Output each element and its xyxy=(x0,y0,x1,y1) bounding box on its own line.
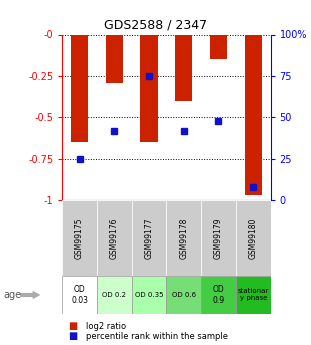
Bar xyxy=(175,34,193,101)
Text: stationar
y phase: stationar y phase xyxy=(238,288,269,302)
Text: OD
0.9: OD 0.9 xyxy=(212,285,225,305)
Text: OD
0.03: OD 0.03 xyxy=(71,285,88,305)
Bar xyxy=(62,200,97,276)
Text: log2 ratio: log2 ratio xyxy=(86,322,126,331)
Bar xyxy=(236,276,271,314)
Bar xyxy=(166,276,201,314)
Text: OD 0.6: OD 0.6 xyxy=(172,292,196,298)
Text: GSM99176: GSM99176 xyxy=(110,217,119,259)
Bar xyxy=(106,34,123,82)
Bar xyxy=(97,200,132,276)
Bar xyxy=(210,34,227,59)
Text: OD 0.2: OD 0.2 xyxy=(102,292,126,298)
Text: GDS2588 / 2347: GDS2588 / 2347 xyxy=(104,19,207,32)
Text: age: age xyxy=(3,290,21,300)
Text: GSM99175: GSM99175 xyxy=(75,217,84,259)
Bar xyxy=(71,34,88,142)
Bar xyxy=(201,200,236,276)
Text: GSM99177: GSM99177 xyxy=(145,217,154,259)
Bar xyxy=(236,200,271,276)
Bar xyxy=(166,200,201,276)
Text: OD 0.35: OD 0.35 xyxy=(135,292,163,298)
Bar xyxy=(140,34,158,142)
Bar xyxy=(201,276,236,314)
Bar xyxy=(97,276,132,314)
Text: ■: ■ xyxy=(68,321,78,331)
Text: GSM99179: GSM99179 xyxy=(214,217,223,259)
Bar xyxy=(132,276,166,314)
Bar xyxy=(62,276,97,314)
Bar xyxy=(244,34,262,195)
Text: percentile rank within the sample: percentile rank within the sample xyxy=(86,332,228,341)
Text: GSM99178: GSM99178 xyxy=(179,217,188,259)
Text: ■: ■ xyxy=(68,332,78,341)
Bar xyxy=(132,200,166,276)
Text: GSM99180: GSM99180 xyxy=(249,217,258,259)
